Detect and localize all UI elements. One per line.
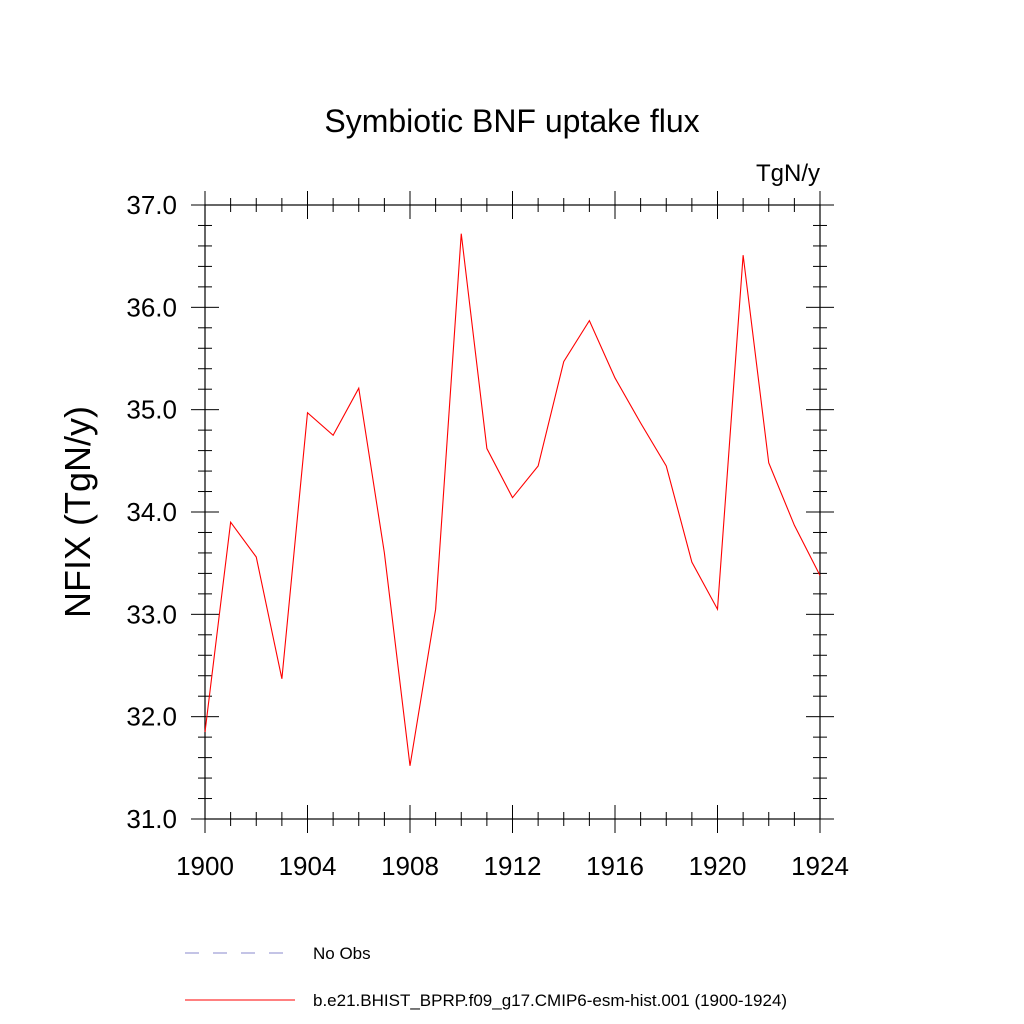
axis-ticks: 1900 1904 1908 1912 1916 1920 1924 31.0 32.0 33.0… bbox=[126, 190, 849, 881]
plot-frame bbox=[204, 204, 821, 820]
x-tick-label: 1908 bbox=[381, 851, 439, 881]
series-line bbox=[204, 233, 821, 766]
legend-label-model: b.e21.BHIST_BPRP.f09_g17.CMIP6-esm-hist.… bbox=[313, 991, 787, 1010]
y-tick-label: 37.0 bbox=[126, 190, 177, 220]
y-tick-label: 36.0 bbox=[126, 292, 177, 322]
x-tick-label: 1904 bbox=[279, 851, 337, 881]
y-tick-label: 33.0 bbox=[126, 599, 177, 629]
x-tick-label: 1924 bbox=[791, 851, 849, 881]
y-tick-label: 35.0 bbox=[126, 395, 177, 425]
legend-label-no-obs: No Obs bbox=[313, 944, 371, 963]
y-axis-label: NFIX (TgN/y) bbox=[57, 406, 98, 618]
y-tick-label: 31.0 bbox=[126, 804, 177, 834]
y-tick-label: 34.0 bbox=[126, 497, 177, 527]
legend: No Obs b.e21.BHIST_BPRP.f09_g17.CMIP6-es… bbox=[185, 944, 787, 1010]
x-tick-label: 1912 bbox=[484, 851, 542, 881]
y-tick-label: 32.0 bbox=[126, 702, 177, 732]
units-label: TgN/y bbox=[756, 160, 820, 187]
x-tick-label: 1900 bbox=[176, 851, 234, 881]
chart-title: Symbiotic BNF uptake flux bbox=[324, 103, 699, 139]
series-layer bbox=[204, 233, 821, 766]
x-tick-label: 1916 bbox=[586, 851, 644, 881]
x-tick-label: 1920 bbox=[689, 851, 747, 881]
